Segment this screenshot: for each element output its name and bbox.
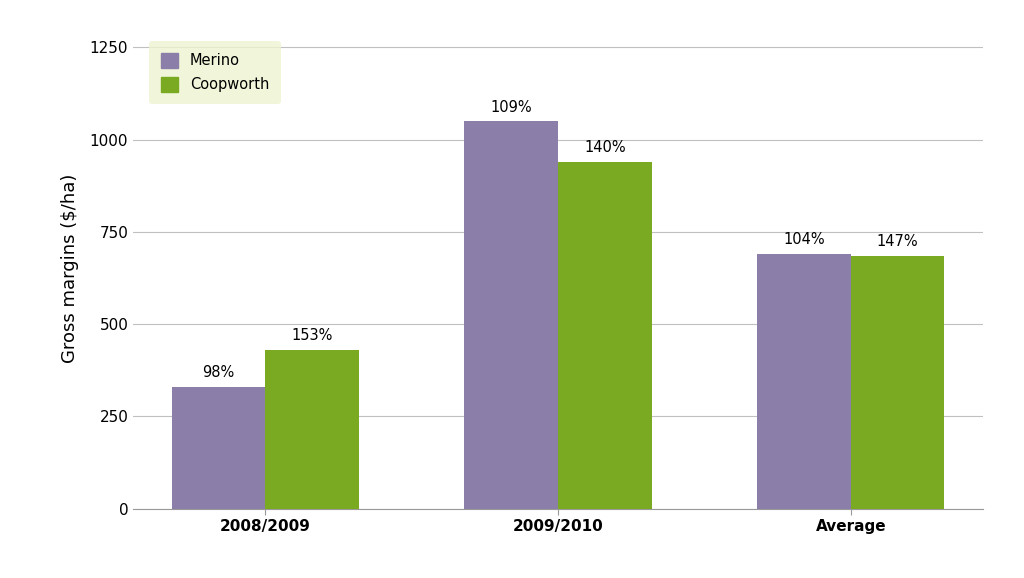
Bar bbox=[172, 387, 265, 509]
Bar bbox=[757, 254, 851, 509]
Text: 140%: 140% bbox=[584, 140, 626, 155]
Bar bbox=[265, 350, 359, 509]
Text: 109%: 109% bbox=[490, 99, 532, 114]
Text: 98%: 98% bbox=[203, 365, 234, 380]
Bar bbox=[465, 121, 558, 509]
Text: 153%: 153% bbox=[292, 328, 333, 343]
Y-axis label: Gross margins ($/ha): Gross margins ($/ha) bbox=[60, 174, 79, 364]
Bar bbox=[558, 162, 651, 509]
Text: 147%: 147% bbox=[877, 234, 919, 249]
Legend: Merino, Coopworth: Merino, Coopworth bbox=[148, 41, 281, 104]
Text: 104%: 104% bbox=[783, 232, 824, 247]
Bar bbox=[851, 256, 944, 509]
